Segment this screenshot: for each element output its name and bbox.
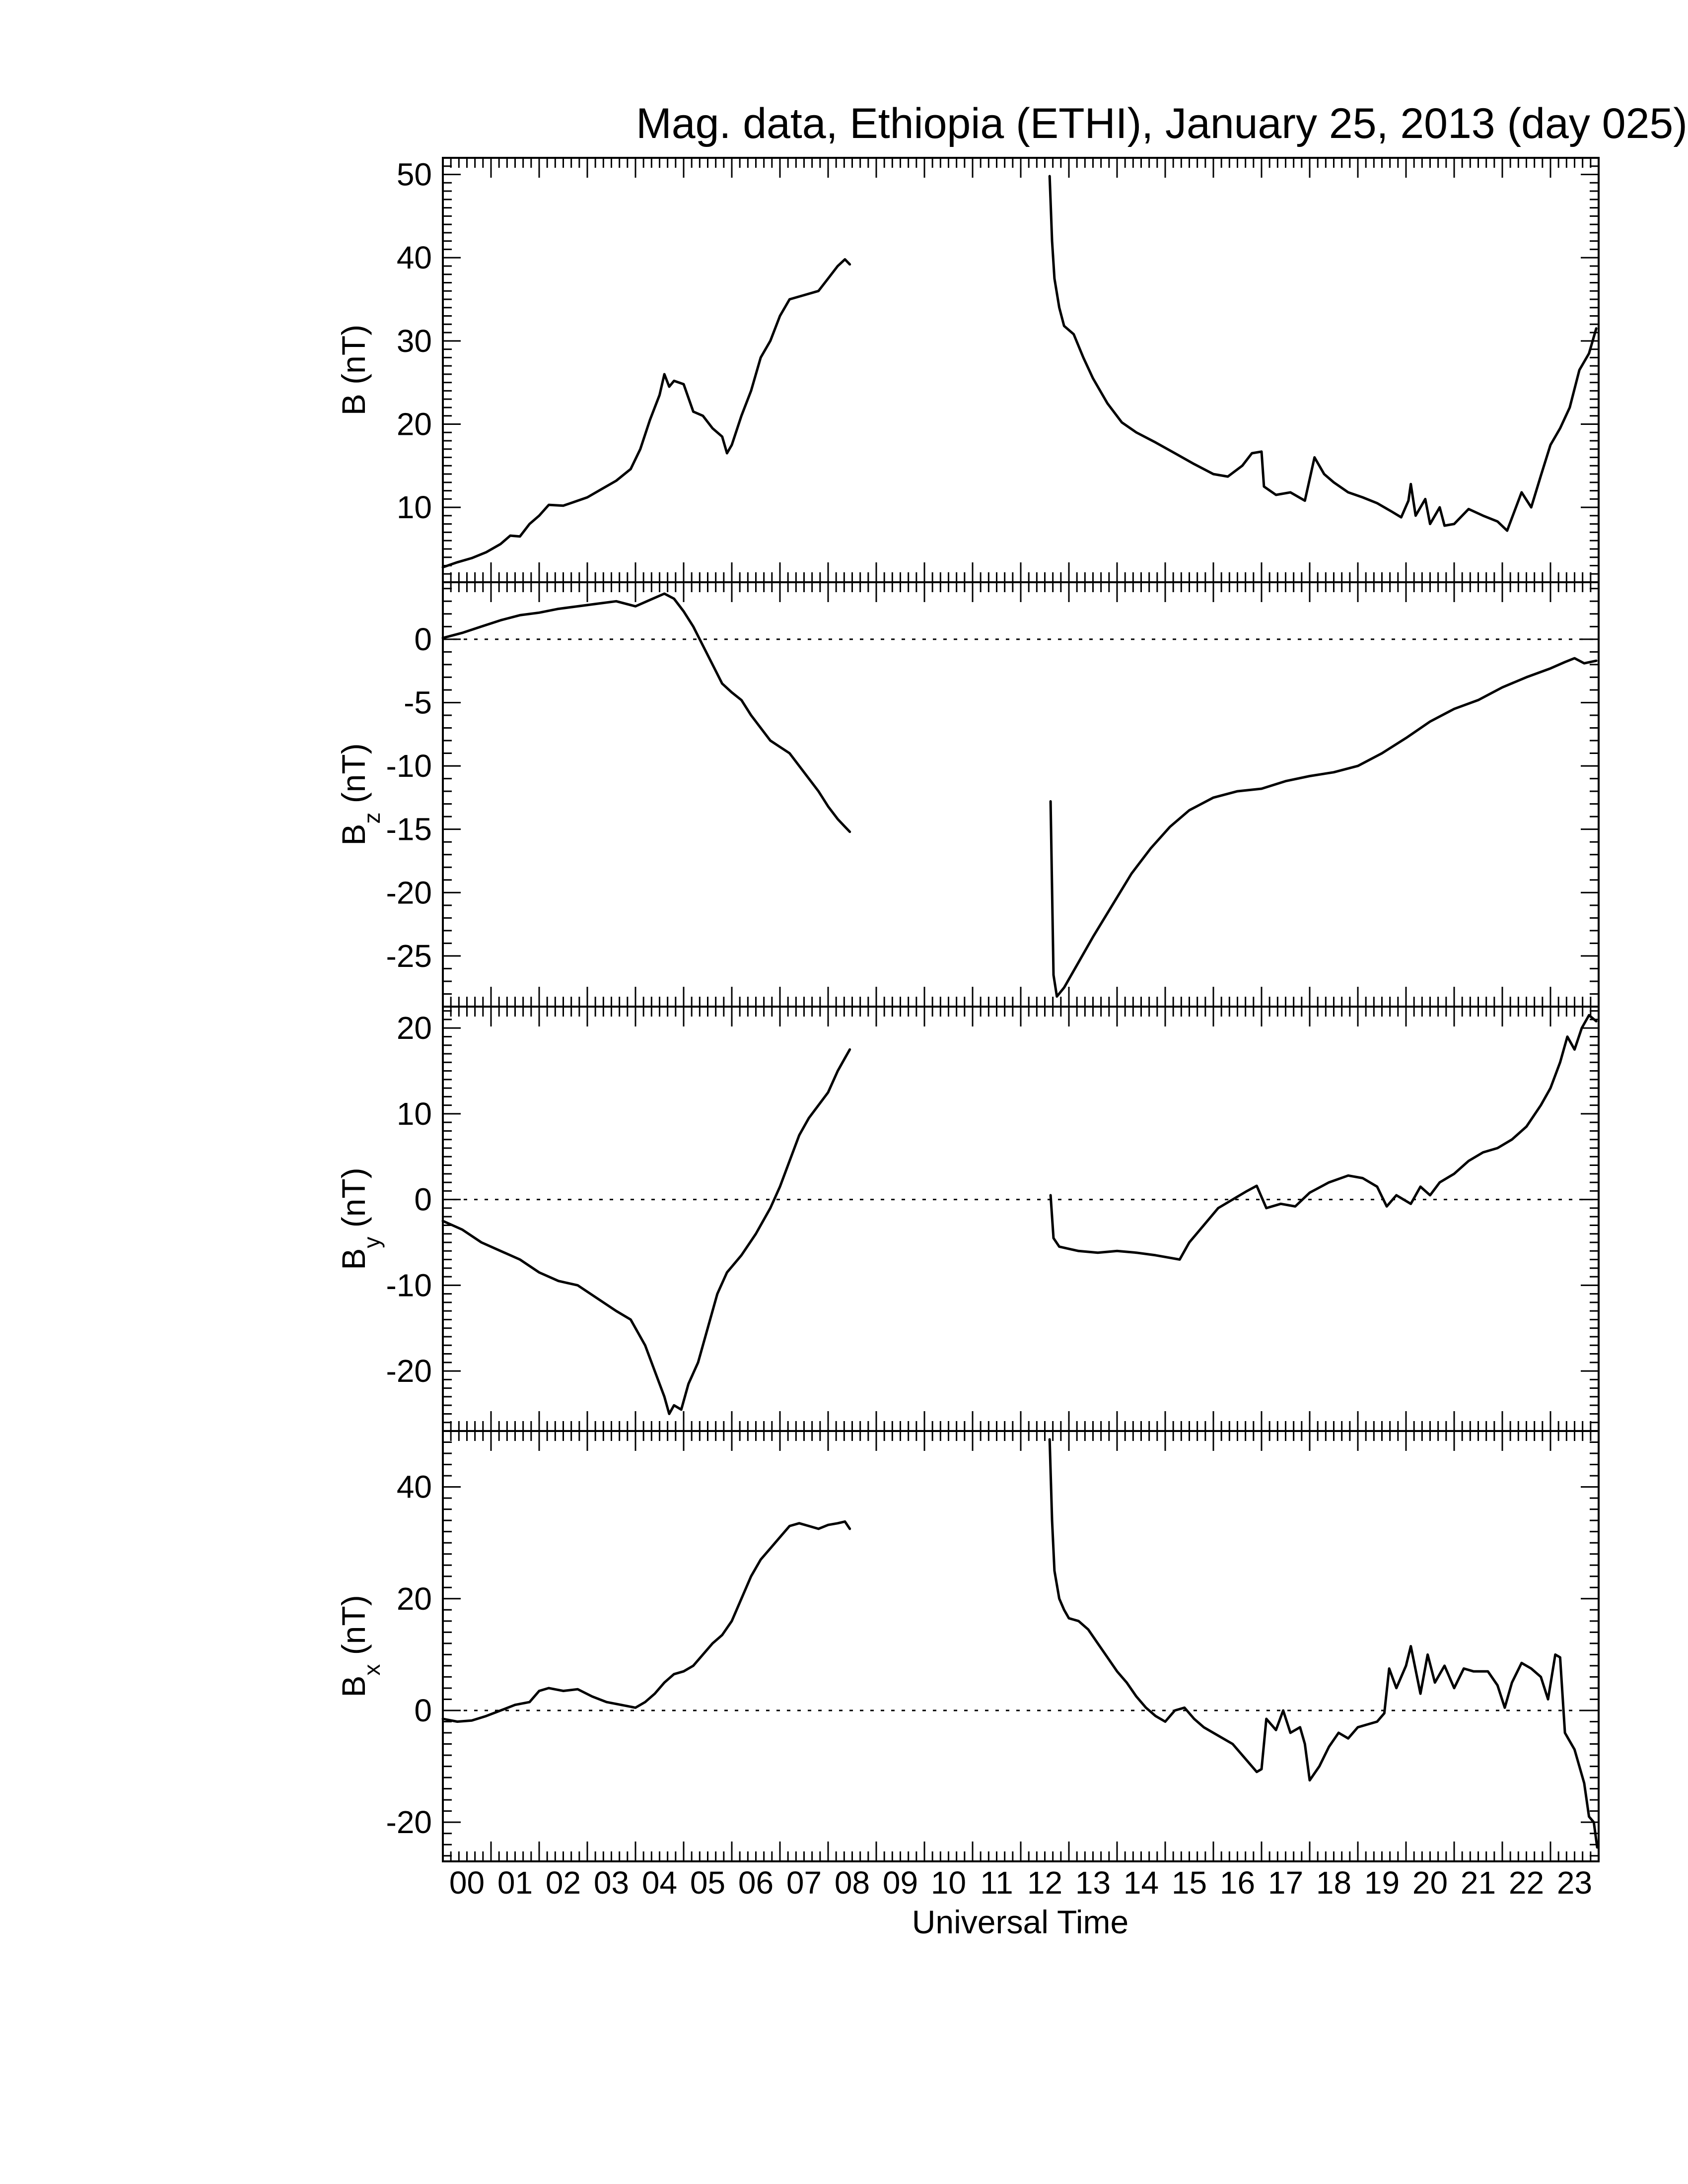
y-axis-label-unit: (nT)	[335, 325, 372, 394]
x-tick-label: 18	[1316, 1865, 1351, 1901]
panel-Bx-y-ticks	[443, 1430, 1599, 1857]
panel-Bz-y-tick-label: -25	[386, 938, 432, 974]
y-axis-label-subscript: z	[359, 813, 385, 824]
y-axis-label-main: B	[335, 1248, 372, 1270]
panel-By-x-ticks	[442, 1007, 1600, 1431]
x-tick-label: 09	[883, 1865, 918, 1901]
panel-By-y-ticks	[443, 1010, 1599, 1432]
x-tick-label: 14	[1124, 1865, 1159, 1901]
panel-Bz-y-ticks	[443, 588, 1599, 1008]
x-tick-label: 15	[1172, 1865, 1207, 1901]
panel-Bx-y-tick-label: -20	[386, 1804, 432, 1840]
panel-Bx-frame	[442, 1430, 1600, 1862]
x-axis-label: Universal Time	[912, 1904, 1128, 1940]
x-tick-label: 02	[546, 1865, 581, 1901]
panel-Bx-trace-segment-2	[1048, 1438, 1599, 1849]
x-tick-label: 21	[1461, 1865, 1496, 1901]
panel-B-frame	[442, 157, 1600, 583]
x-tick-label: 17	[1268, 1865, 1303, 1901]
panel-B-y-tick-label: 10	[397, 489, 432, 525]
panel-By-trace-segment-1	[441, 1048, 851, 1415]
panel-By-y-tick-label: -10	[386, 1267, 432, 1303]
x-tick-label: 05	[690, 1865, 725, 1901]
panel-Bz-x-ticks	[442, 582, 1600, 1007]
panel-Bz: 0 -5 -10 -15 -20 -25 Bz (nT)	[335, 581, 1600, 1008]
x-tick-label: 10	[931, 1865, 966, 1901]
y-axis-label-main: B	[335, 394, 372, 415]
panel-Bx-y-axis-label: Bx (nT)	[335, 1595, 385, 1697]
panel-By-frame	[442, 1006, 1600, 1432]
panel-B-y-axis-label: B (nT)	[335, 325, 372, 415]
panel-Bx: 40 20 0 -20 Bx (nT)	[335, 1430, 1600, 1862]
x-tick-label: 23	[1557, 1865, 1592, 1901]
x-tick-label: 19	[1364, 1865, 1400, 1901]
y-axis-label-main: B	[335, 1676, 372, 1698]
x-tick-label: 13	[1075, 1865, 1111, 1901]
x-tick-labels: 00 01 02 03 04 05 06 07 08 09 10 11 12 13 14 15 16 17 18 19…	[449, 1865, 1592, 1901]
y-axis-label-subscript: x	[359, 1664, 385, 1676]
panel-Bz-y-tick-label: -5	[404, 684, 432, 720]
panel-Bx-y-tick-label: 20	[397, 1581, 432, 1617]
panel-B-y-tick-label: 50	[397, 157, 432, 193]
panel-B-y-tick-label: 20	[397, 406, 432, 442]
y-axis-label-unit: (nT)	[335, 1167, 372, 1236]
panel-By-y-axis-label: By (nT)	[335, 1167, 385, 1270]
x-tick-label: 11	[980, 1865, 1013, 1901]
panel-By-y-tick-label: 0	[414, 1182, 432, 1218]
panel-B-trace-segment-2	[1048, 175, 1598, 532]
panel-By: 20 10 0 -10 -20 By (nT)	[335, 1006, 1600, 1432]
x-tick-label: 00	[449, 1865, 485, 1901]
y-axis-label-unit: (nT)	[335, 1595, 372, 1664]
panel-B-trace-segment-1	[441, 258, 851, 569]
panel-Bz-y-tick-label: -20	[386, 875, 432, 910]
x-tick-label: 08	[835, 1865, 870, 1901]
panel-Bx-trace-segment-1	[441, 1520, 851, 1723]
panel-B-x-ticks	[442, 158, 1600, 582]
x-tick-label: 06	[738, 1865, 774, 1901]
x-tick-label: 16	[1220, 1865, 1255, 1901]
panel-B: 10 20 30 40 50 B (nT)	[335, 157, 1600, 583]
y-axis-label-main: B	[335, 824, 372, 846]
x-tick-label: 20	[1412, 1865, 1448, 1901]
panel-By-y-tick-label: 20	[397, 1010, 432, 1046]
panel-Bz-frame	[442, 581, 1600, 1008]
x-tick-label: 12	[1027, 1865, 1062, 1901]
panel-Bx-x-ticks	[442, 1431, 1600, 1861]
chart-title: Mag. data, Ethiopia (ETHI), January 25, …	[636, 100, 1688, 147]
panel-B-y-ticks	[443, 157, 1599, 583]
panel-Bz-y-tick-label: -10	[386, 748, 432, 784]
panel-Bz-y-tick-label: -15	[386, 812, 432, 847]
x-tick-label: 22	[1509, 1865, 1544, 1901]
panel-B-y-tick-label: 40	[397, 240, 432, 275]
x-tick-label: 03	[594, 1865, 629, 1901]
y-axis-label-unit: (nT)	[335, 743, 372, 812]
panel-Bz-trace-segment-1	[441, 592, 851, 833]
y-axis-label-subscript: y	[359, 1237, 385, 1248]
panel-Bx-y-tick-label: 0	[414, 1693, 432, 1728]
panel-By-trace-segment-2	[1049, 1014, 1598, 1261]
x-tick-label: 04	[642, 1865, 677, 1901]
panel-By-y-tick-label: 10	[397, 1096, 432, 1132]
x-tick-label: 01	[497, 1865, 533, 1901]
x-tick-label: 07	[786, 1865, 822, 1901]
panel-Bz-y-tick-label: 0	[414, 621, 432, 657]
panel-Bz-trace-segment-2	[1049, 657, 1598, 998]
panel-By-y-tick-label: -20	[386, 1353, 432, 1389]
panel-B-y-tick-label: 30	[397, 323, 432, 359]
panel-Bz-y-axis-label: Bz (nT)	[335, 743, 385, 845]
panel-Bx-y-tick-label: 40	[397, 1469, 432, 1505]
